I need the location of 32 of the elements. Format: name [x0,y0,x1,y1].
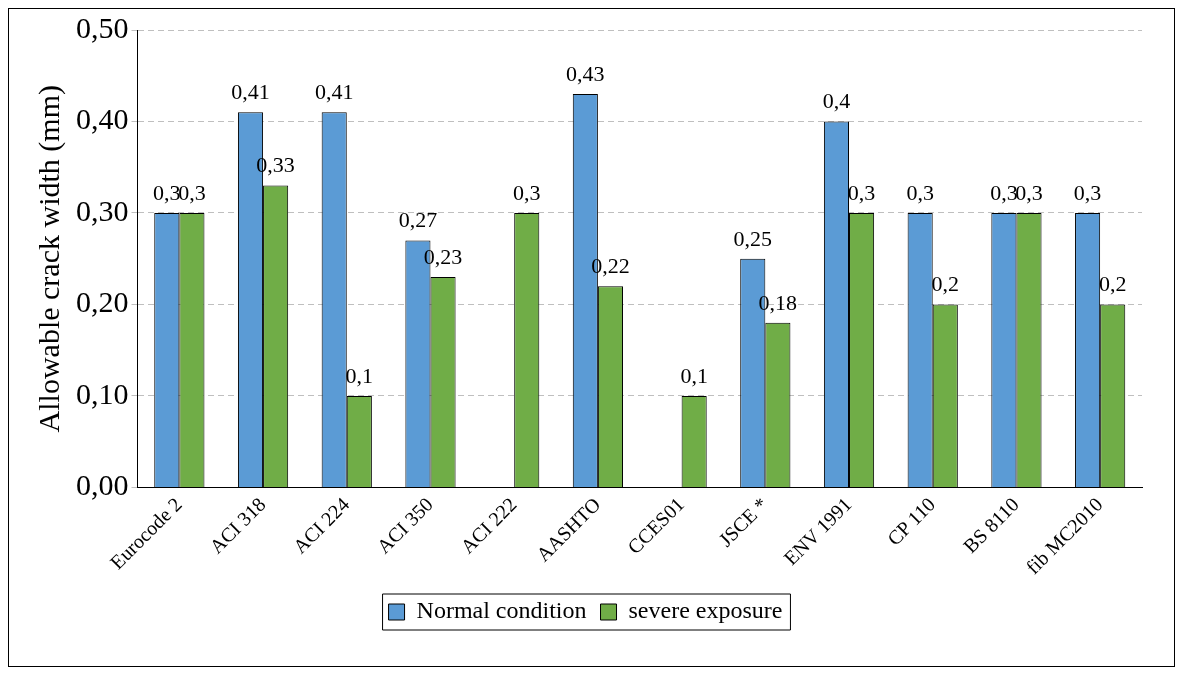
data-label: 0,1 [680,362,708,388]
data-label: 0,27 [398,207,438,233]
data-label: 0,2 [931,271,960,297]
data-label: 0,3 [1015,179,1043,205]
data-label: 0,3 [153,179,181,205]
y-tick-label: 0,40 [76,102,129,136]
y-tick-label: 0,50 [76,10,129,44]
data-label: 0,43 [566,60,605,86]
legend-label: Normal condition [416,597,587,624]
y-tick-label: 0,30 [76,193,129,227]
x-tick-label: BS 8110 [958,492,1023,558]
data-label: 0,3 [847,179,876,205]
y-tick-label: 0,00 [76,468,129,502]
y-tick-label: 0,20 [76,285,129,319]
data-label: 0,4 [822,88,851,114]
data-label: 0,3 [990,179,1018,205]
x-tick-label: ACI 224 [288,492,354,558]
data-label: 0,25 [733,225,773,251]
x-tick-label: ACI 222 [456,492,521,558]
y-axis-title: Allowable crack width (mm) [31,85,66,433]
data-label: 0,41 [314,79,354,105]
legend-label: severe exposure [628,597,783,624]
data-label: 0,3 [1073,179,1102,205]
data-label: 0,3 [906,179,934,205]
data-label: 0,2 [1098,271,1127,297]
data-label: 0,41 [231,79,270,105]
x-tick-label: ACI 350 [372,492,438,558]
y-tick-label: 0,10 [76,376,129,410]
data-label: 0,3 [178,179,206,205]
data-label: 0,3 [512,179,541,205]
x-tick-label: CP 110 [882,492,940,550]
x-tick-label: ACI 318 [204,492,270,558]
